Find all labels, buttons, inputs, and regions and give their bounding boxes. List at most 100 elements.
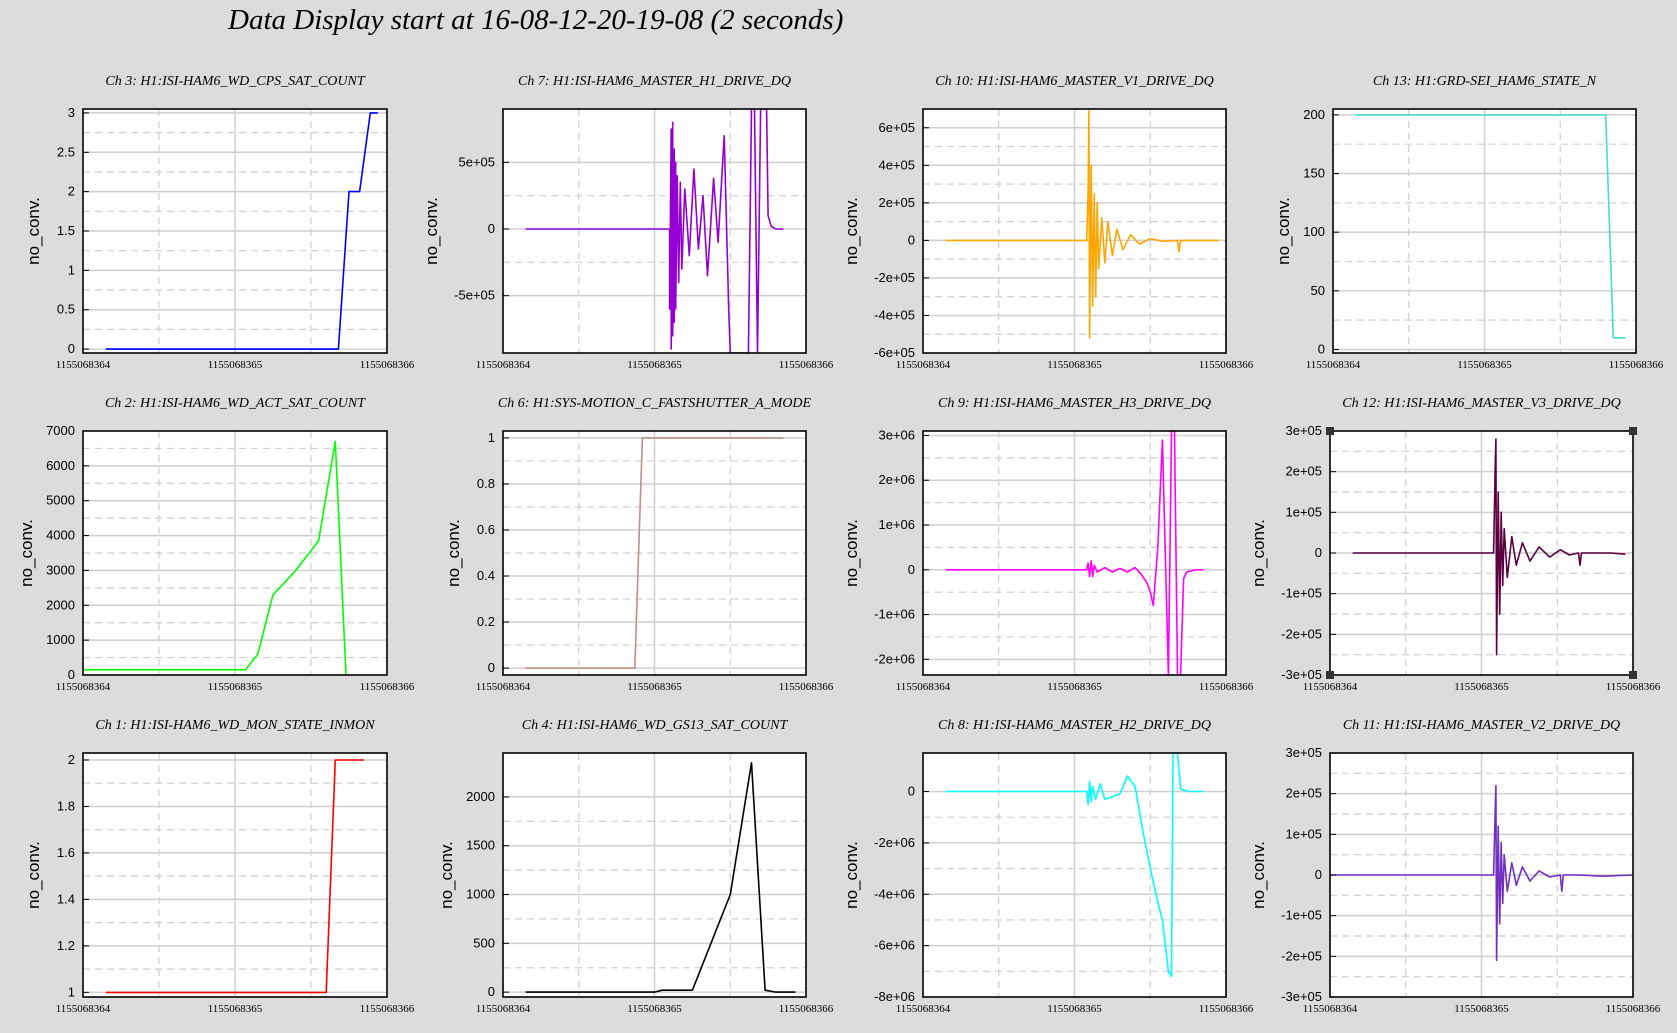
page-title: Data Display start at 16-08-12-20-19-08 … <box>228 4 844 36</box>
series-line <box>945 753 1204 978</box>
y-tick-label: 200 <box>1303 107 1325 122</box>
selection-handle[interactable] <box>1326 427 1334 435</box>
x-tick-label: 1155068364 <box>476 681 531 693</box>
y-axis-label: no_conv. <box>444 519 463 587</box>
y-axis-label: no_conv. <box>24 841 43 909</box>
selection-handle[interactable] <box>1629 671 1637 679</box>
y-tick-label: 1.2 <box>57 938 75 953</box>
x-tick-label: 1155068365 <box>627 359 682 371</box>
x-tick-label: 1155068365 <box>1047 1003 1102 1015</box>
y-tick-label: 3000 <box>46 562 75 577</box>
x-tick-label: 1155068364 <box>896 359 951 371</box>
plot-title: Ch 12: H1:ISI-HAM6_MASTER_V3_DRIVE_DQ <box>1342 396 1620 411</box>
x-tick-label: 1155068366 <box>1199 681 1254 693</box>
x-tick-label: 1155068365 <box>1454 681 1509 693</box>
y-tick-label: 50 <box>1311 283 1325 298</box>
y-tick-label: -2e+06 <box>874 651 915 666</box>
y-tick-label: 0 <box>488 660 495 675</box>
y-tick-label: 0 <box>68 341 75 356</box>
y-tick-label: 6000 <box>46 458 75 473</box>
x-tick-label: 1155068365 <box>627 1003 682 1015</box>
y-tick-label: 0.6 <box>477 522 495 537</box>
y-tick-label: 3e+06 <box>878 427 915 442</box>
x-tick-label: 1155068364 <box>476 1003 531 1015</box>
plot-frame[interactable] <box>82 752 388 998</box>
plot-frame[interactable] <box>922 108 1227 354</box>
y-tick-label: 1.6 <box>57 845 75 860</box>
y-tick-label: 7000 <box>46 423 75 438</box>
y-tick-label: 1e+05 <box>1285 504 1322 519</box>
plot-frame[interactable] <box>502 108 807 354</box>
plot-title: Ch 1: H1:ISI-HAM6_WD_MON_STATE_INMON <box>95 718 375 733</box>
plot-title: Ch 6: H1:SYS-MOTION_C_FASTSHUTTER_A_MODE <box>498 396 812 411</box>
plot-panel-10: 0 500 1000 1500 2000 1155068364 1155068365 1155… <box>437 718 834 1015</box>
x-tick-label: 1155068366 <box>779 1003 834 1015</box>
y-tick-label: -1e+06 <box>874 607 915 622</box>
plot-panel-3: -6e+05 -4e+05 -2e+05 0 2e+05 4e+05 6e+05 115506… <box>842 74 1254 371</box>
y-tick-label: 3 <box>68 105 75 120</box>
plot-panel-6: 0 0.2 0.4 0.6 0.8 1 1155068364 1155068365 115506… <box>444 396 834 693</box>
plot-frame[interactable] <box>922 752 1227 998</box>
x-tick-label: 1155068366 <box>360 359 415 371</box>
series-line <box>1352 438 1626 656</box>
plot-frame[interactable] <box>922 430 1227 676</box>
y-tick-label: 4000 <box>46 528 75 543</box>
series-line <box>945 431 1204 675</box>
plot-title: Ch 13: H1:GRD-SEI_HAM6_STATE_N <box>1373 74 1597 89</box>
selection-handle[interactable] <box>1326 671 1334 679</box>
selection-handle[interactable] <box>1629 427 1637 435</box>
x-tick-label: 1155068366 <box>1606 681 1661 693</box>
x-tick-label: 1155068364 <box>1303 681 1358 693</box>
y-tick-label: 1.5 <box>57 223 75 238</box>
plot-frame[interactable] <box>1332 108 1637 354</box>
x-tick-label: 1155068366 <box>1199 1003 1254 1015</box>
x-tick-label: 1155068365 <box>1457 359 1512 371</box>
plot-frame[interactable] <box>502 752 807 998</box>
y-axis-label: no_conv. <box>1274 197 1293 265</box>
y-tick-label: -2e+06 <box>874 835 915 850</box>
series-line <box>945 110 1219 339</box>
plot-title: Ch 7: H1:ISI-HAM6_MASTER_H1_DRIVE_DQ <box>518 74 791 89</box>
plot-title: Ch 3: H1:ISI-HAM6_WD_CPS_SAT_COUNT <box>105 74 365 89</box>
series-line <box>105 112 378 350</box>
plot-title: Ch 11: H1:ISI-HAM6_MASTER_V2_DRIVE_DQ <box>1343 718 1620 733</box>
y-axis-label: no_conv. <box>437 841 456 909</box>
plot-title: Ch 2: H1:ISI-HAM6_WD_ACT_SAT_COUNT <box>105 396 366 411</box>
y-tick-label: 5e+05 <box>458 154 495 169</box>
series-line <box>1355 114 1626 339</box>
y-tick-label: 1000 <box>46 632 75 647</box>
y-tick-label: -6e+05 <box>874 345 915 360</box>
y-tick-label: 2 <box>68 752 75 767</box>
x-tick-label: 1155068364 <box>896 1003 951 1015</box>
y-tick-label: -4e+06 <box>874 886 915 901</box>
x-tick-label: 1155068366 <box>360 1003 415 1015</box>
y-tick-label: 2e+05 <box>1285 786 1322 801</box>
x-tick-label: 1155068365 <box>1047 681 1102 693</box>
plot-panel-9: 1 1.2 1.4 1.6 1.8 2 1155068364 1155068365 115506… <box>24 718 415 1015</box>
series-line <box>525 109 784 353</box>
y-tick-label: 2 <box>68 184 75 199</box>
y-tick-label: 2e+05 <box>1285 464 1322 479</box>
y-tick-label: 0.5 <box>57 302 75 317</box>
plot-frame[interactable] <box>502 430 807 676</box>
y-tick-label: -2e+05 <box>1281 948 1322 963</box>
y-tick-label: 0.8 <box>477 476 495 491</box>
plot-frame[interactable] <box>82 430 388 676</box>
y-tick-label: 2.5 <box>57 144 75 159</box>
x-tick-label: 1155068365 <box>627 681 682 693</box>
x-tick-label: 1155068366 <box>779 681 834 693</box>
series-line <box>525 761 796 993</box>
plot-title: Ch 8: H1:ISI-HAM6_MASTER_H2_DRIVE_DQ <box>938 718 1211 733</box>
y-tick-label: 2e+06 <box>878 472 915 487</box>
y-tick-label: -1e+05 <box>1281 908 1322 923</box>
plot-panel-12: -3e+05 -2e+05 -1e+05 0 1e+05 2e+05 3e+05 115506… <box>1249 718 1661 1015</box>
plot-panel-2: -5e+05 0 5e+05 1155068364 1155068365 11550683… <box>422 74 834 371</box>
y-tick-label: 500 <box>473 935 495 950</box>
x-tick-label: 1155068366 <box>360 681 415 693</box>
y-tick-label: 0 <box>68 667 75 682</box>
x-tick-label: 1155068365 <box>1047 359 1102 371</box>
x-tick-label: 1155068366 <box>1606 1003 1661 1015</box>
y-axis-label: no_conv. <box>1249 841 1268 909</box>
